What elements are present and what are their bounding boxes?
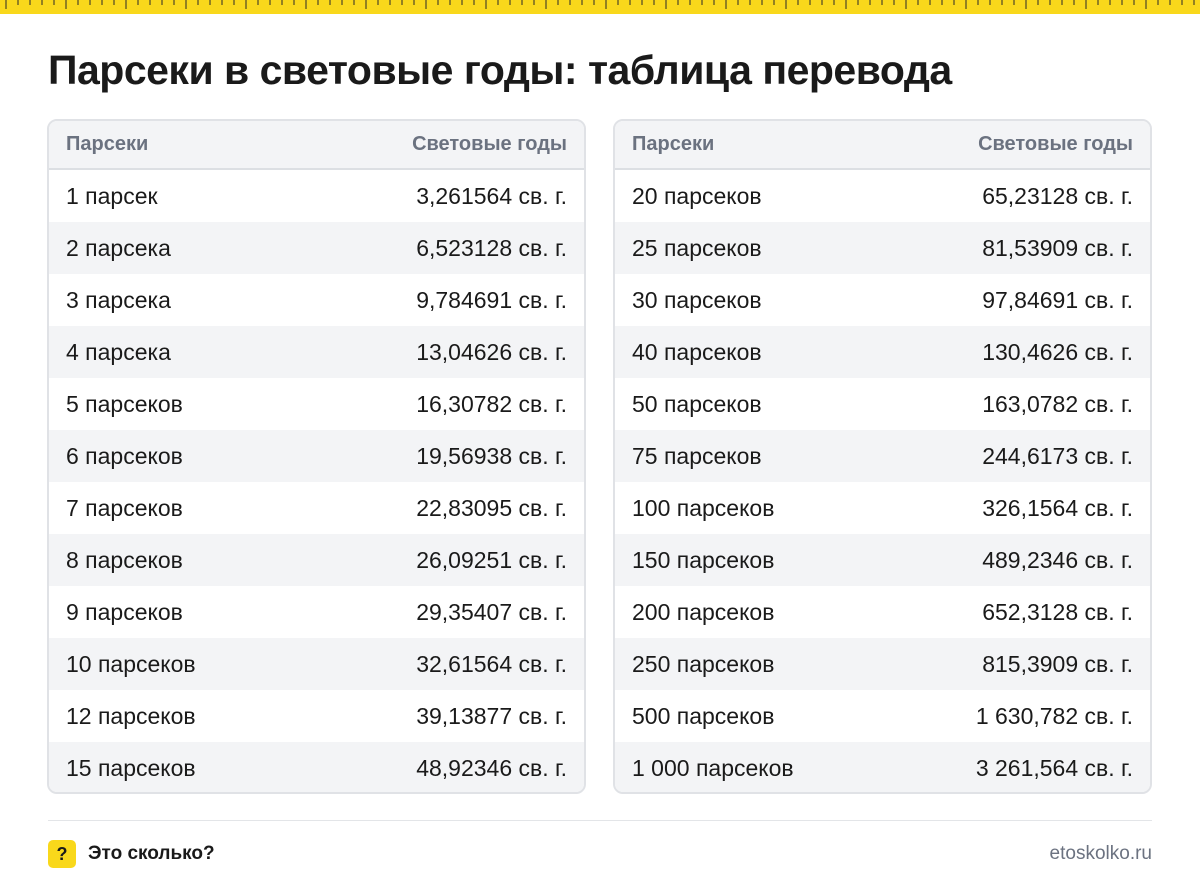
table-row: 6 парсеков 19,56938 св. г. [49, 430, 584, 482]
cell-light-years: 1 630,782 св. г. [975, 702, 1133, 729]
table-row: 25 парсеков 81,53909 св. г. [615, 222, 1150, 274]
cell-parsecs: 10 парсеков [66, 650, 196, 677]
cell-light-years: 652,3128 св. г. [982, 598, 1133, 625]
ruler-strip [0, 0, 1200, 14]
cell-parsecs: 200 парсеков [632, 598, 775, 625]
table-row: 3 парсека 9,784691 св. г. [49, 274, 584, 326]
brand-name: Это сколько? [88, 843, 215, 864]
footer-divider [48, 820, 1152, 821]
table-row: 5 парсеков 16,30782 св. г. [49, 378, 584, 430]
cell-light-years: 81,53909 св. г. [982, 234, 1133, 261]
header-parsecs: Парсеки [632, 133, 715, 155]
cell-parsecs: 1 000 парсеков [632, 754, 794, 781]
conversion-table-left: Парсеки Световые годы 1 парсек 3,261564 с… [47, 119, 586, 794]
cell-parsecs: 2 парсека [66, 234, 171, 261]
table-row: 9 парсеков 29,35407 св. г. [49, 586, 584, 638]
cell-parsecs: 50 парсеков [632, 390, 762, 417]
table-row: 100 парсеков 326,1564 св. г. [615, 482, 1150, 534]
cell-parsecs: 150 парсеков [632, 546, 775, 573]
table-row: 8 парсеков 26,09251 св. г. [49, 534, 584, 586]
cell-parsecs: 500 парсеков [632, 702, 775, 729]
cell-light-years: 19,56938 св. г. [416, 442, 567, 469]
cell-light-years: 32,61564 св. г. [416, 650, 567, 677]
table-row: 200 парсеков 652,3128 св. г. [615, 586, 1150, 638]
cell-light-years: 815,3909 св. г. [982, 650, 1133, 677]
table-row: 50 парсеков 163,0782 св. г. [615, 378, 1150, 430]
cell-parsecs: 5 парсеков [66, 390, 183, 417]
table-row: 30 парсеков 97,84691 св. г. [615, 274, 1150, 326]
cell-parsecs: 6 парсеков [66, 442, 183, 469]
cell-light-years: 22,83095 св. г. [416, 494, 567, 521]
table-row: 15 парсеков 48,92346 св. г. [49, 742, 584, 792]
cell-light-years: 3,261564 св. г. [416, 182, 567, 209]
table-row: 4 парсека 13,04626 св. г. [49, 326, 584, 378]
header-light-years: Световые годы [978, 133, 1133, 155]
cell-parsecs: 8 парсеков [66, 546, 183, 573]
cell-parsecs: 30 парсеков [632, 286, 762, 313]
cell-light-years: 48,92346 св. г. [416, 754, 567, 781]
header-light-years: Световые годы [412, 133, 567, 155]
cell-parsecs: 75 парсеков [632, 442, 762, 469]
table-row: 40 парсеков 130,4626 св. г. [615, 326, 1150, 378]
cell-light-years: 130,4626 св. г. [982, 338, 1133, 365]
table-row: 20 парсеков 65,23128 св. г. [615, 170, 1150, 222]
table-row: 12 парсеков 39,13877 св. г. [49, 690, 584, 742]
cell-parsecs: 4 парсека [66, 338, 171, 365]
table-row: 2 парсека 6,523128 св. г. [49, 222, 584, 274]
cell-parsecs: 3 парсека [66, 286, 171, 313]
cell-parsecs: 9 парсеков [66, 598, 183, 625]
cell-light-years: 65,23128 св. г. [982, 182, 1133, 209]
table-row: 250 парсеков 815,3909 св. г. [615, 638, 1150, 690]
cell-parsecs: 15 парсеков [66, 754, 196, 781]
cell-light-years: 29,35407 св. г. [416, 598, 567, 625]
cell-light-years: 16,30782 св. г. [416, 390, 567, 417]
cell-light-years: 13,04626 св. г. [416, 338, 567, 365]
page-title: Парсеки в световые годы: таблица перевод… [48, 47, 952, 93]
cell-parsecs: 250 парсеков [632, 650, 775, 677]
cell-light-years: 97,84691 св. г. [982, 286, 1133, 313]
cell-parsecs: 1 парсек [66, 182, 158, 209]
table-row: 1 000 парсеков 3 261,564 св. г. [615, 742, 1150, 792]
table-row: 10 парсеков 32,61564 св. г. [49, 638, 584, 690]
table-header: Парсеки Световые годы [49, 121, 584, 170]
table-body: 20 парсеков 65,23128 св. г. 25 парсеков 81… [615, 170, 1150, 792]
cell-parsecs: 20 парсеков [632, 182, 762, 209]
ruler-ticks [5, 0, 1195, 9]
cell-light-years: 244,6173 св. г. [982, 442, 1133, 469]
cell-light-years: 6,523128 св. г. [416, 234, 567, 261]
table-header: Парсеки Световые годы [615, 121, 1150, 170]
cell-light-years: 326,1564 св. г. [982, 494, 1133, 521]
cell-parsecs: 100 парсеков [632, 494, 775, 521]
table-row: 75 парсеков 244,6173 св. г. [615, 430, 1150, 482]
cell-parsecs: 7 парсеков [66, 494, 183, 521]
table-row: 150 парсеков 489,2346 св. г. [615, 534, 1150, 586]
cell-light-years: 26,09251 св. г. [416, 546, 567, 573]
cell-light-years: 9,784691 св. г. [416, 286, 567, 313]
cell-light-years: 39,13877 св. г. [416, 702, 567, 729]
conversion-table-right: Парсеки Световые годы 20 парсеков 65,2312… [613, 119, 1152, 794]
header-parsecs: Парсеки [66, 133, 149, 155]
site-link[interactable]: etoskolko.ru [1049, 843, 1152, 864]
table-body: 1 парсек 3,261564 св. г. 2 парсека 6,52312… [49, 170, 584, 792]
table-row: 7 парсеков 22,83095 св. г. [49, 482, 584, 534]
cell-parsecs: 25 парсеков [632, 234, 762, 261]
brand-logo[interactable]: ? Это сколько? [48, 840, 215, 868]
table-row: 1 парсек 3,261564 св. г. [49, 170, 584, 222]
cell-light-years: 163,0782 св. г. [982, 390, 1133, 417]
question-mark-icon: ? [48, 840, 76, 868]
cell-parsecs: 40 парсеков [632, 338, 762, 365]
table-row: 500 парсеков 1 630,782 св. г. [615, 690, 1150, 742]
cell-parsecs: 12 парсеков [66, 702, 196, 729]
cell-light-years: 3 261,564 св. г. [975, 754, 1133, 781]
cell-light-years: 489,2346 св. г. [982, 546, 1133, 573]
